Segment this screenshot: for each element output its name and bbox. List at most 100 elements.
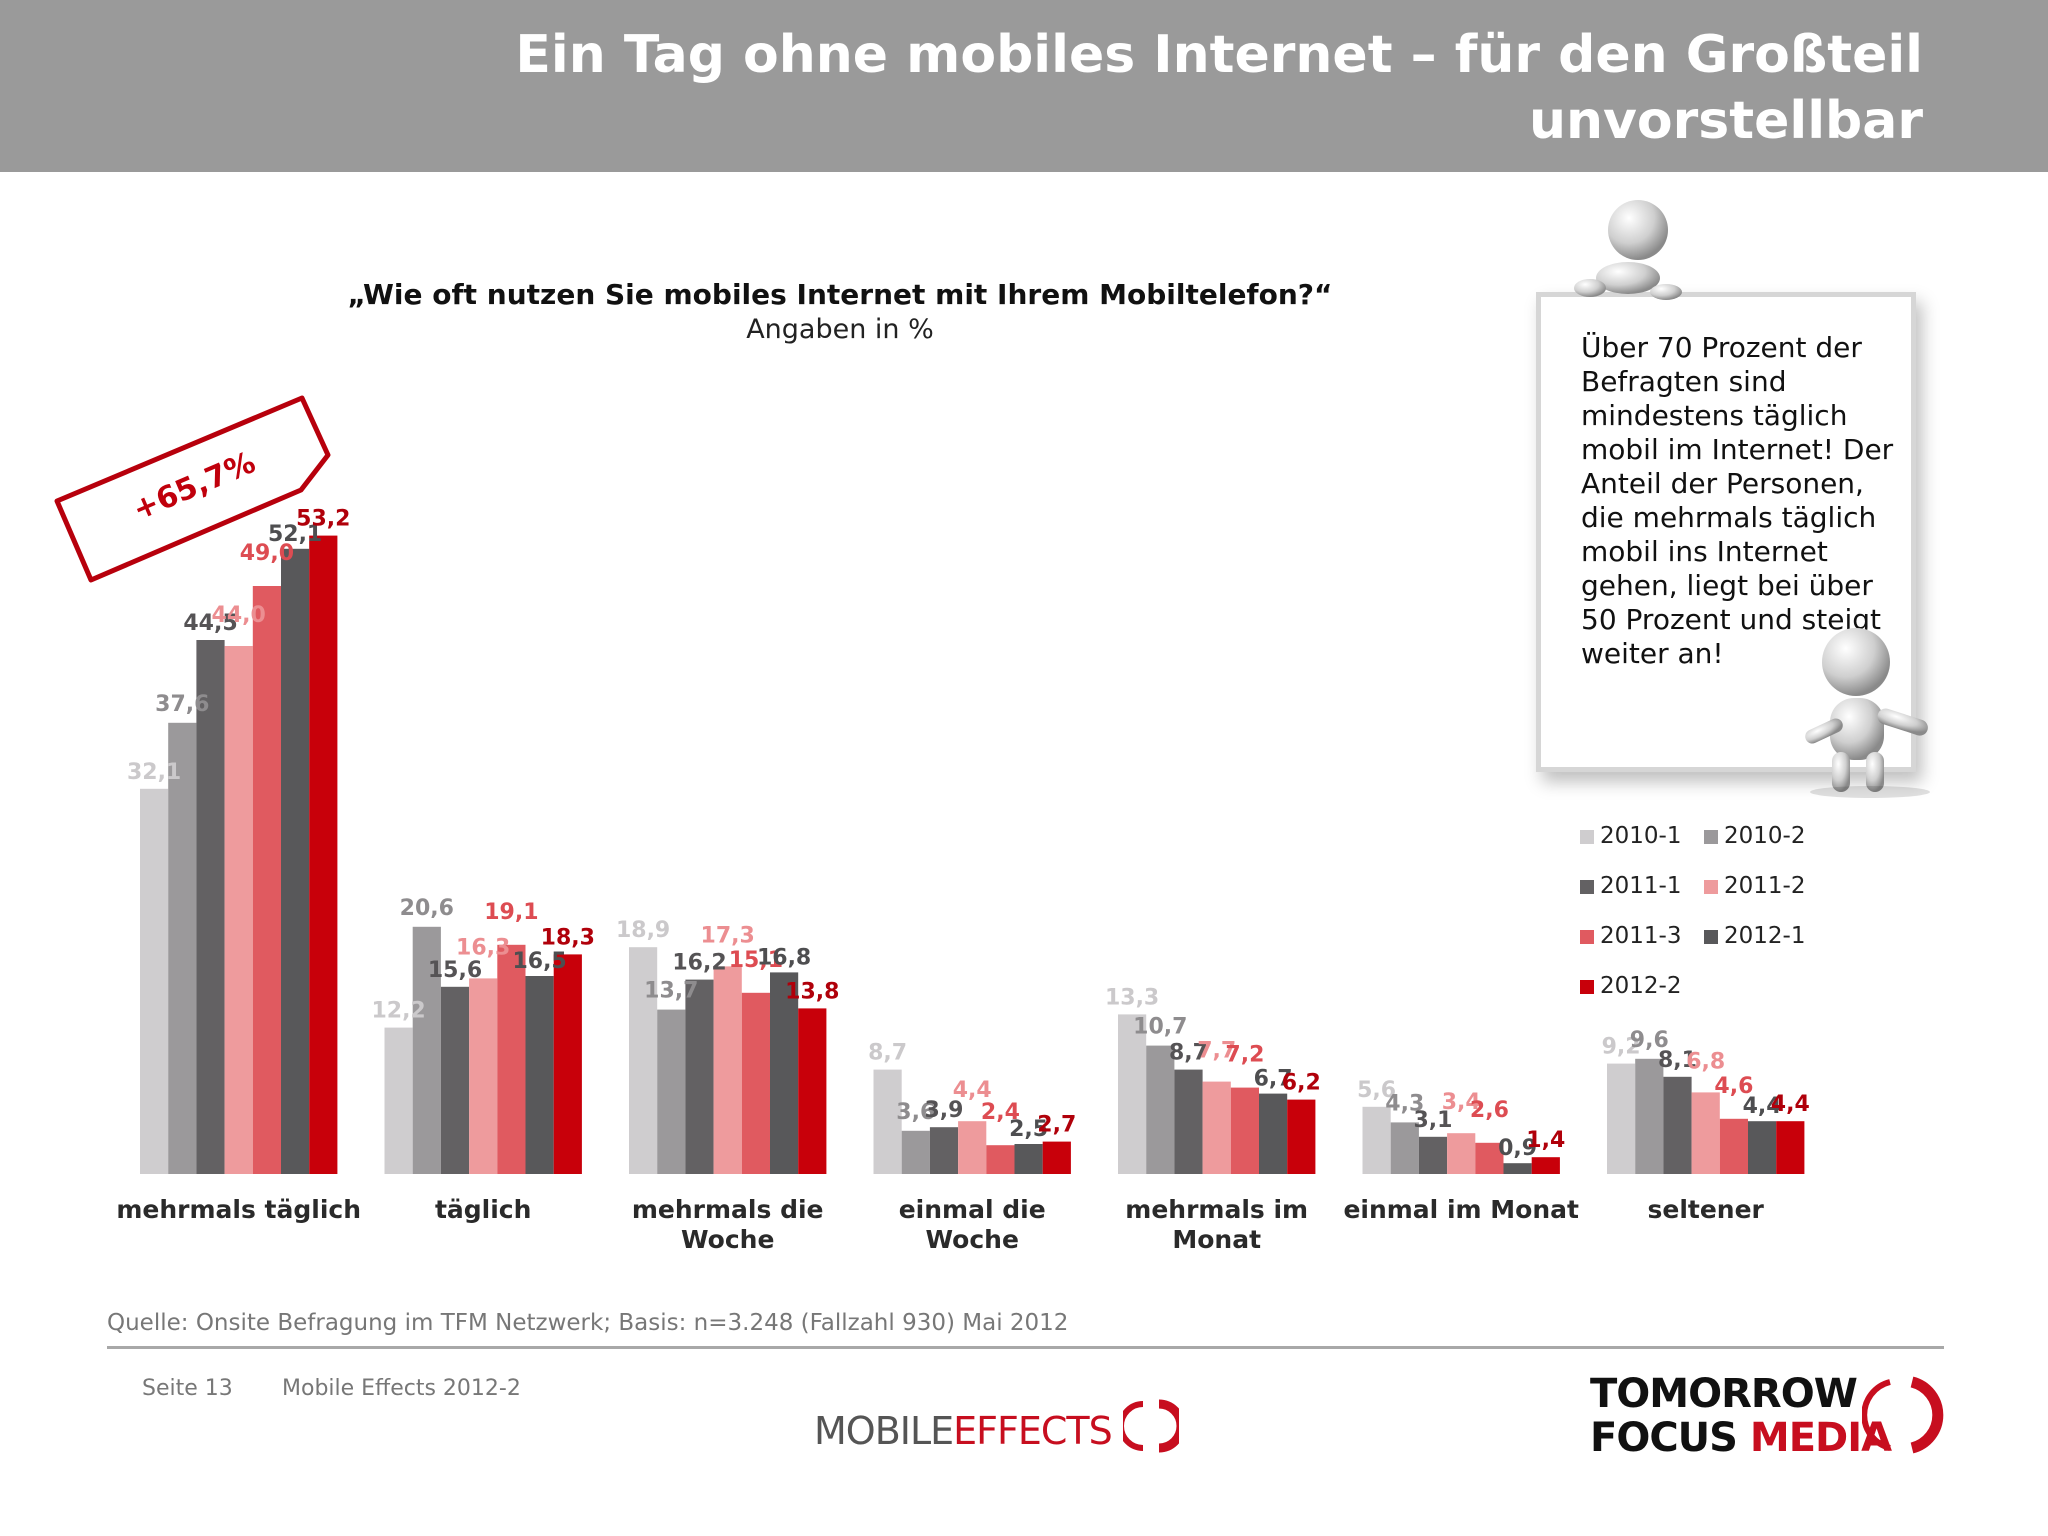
value-label-2011-3-1: 19,1 [484,900,538,925]
value-label-2010-1-2: 18,9 [616,918,670,943]
figure-top-icon [1574,200,1682,300]
value-label-2010-1-5: 5,6 [1357,1078,1396,1103]
bar-2011-1-3 [929,1127,959,1174]
value-label-2010-1-6: 9,2 [1602,1035,1641,1060]
bar-2011-3-5 [1475,1142,1504,1174]
value-label-2011-2-2: 17,3 [701,923,755,948]
value-label-2011-2-6: 6,8 [1686,1049,1725,1074]
bar-2010-2-3 [901,1130,930,1174]
bar-2011-3-4 [1230,1087,1259,1174]
legend-item-2010-2: 2010-2 [1704,822,1805,850]
bar-2011-3-1 [497,944,526,1174]
bar-2010-2-0 [168,722,197,1174]
category-label-4: mehrmals im [1125,1195,1308,1224]
bar-2012-2-2 [798,1008,827,1174]
chart-title: „Wie oft nutzen Sie mobiles Internet mit… [347,278,1333,311]
legend-item-2010-1: 2010-1 [1580,822,1681,850]
value-label-2012-2-6: 4,4 [1771,1092,1810,1117]
value-label-2011-3-3: 2,4 [981,1100,1020,1125]
value-label-2010-2-5: 4,3 [1385,1091,1424,1116]
header-band: Ein Tag ohne mobiles Internet – für den … [0,0,2048,172]
logo-tfm-ring-icon [1862,1376,1944,1454]
legend-label: 2012-2 [1600,973,1682,999]
value-label-2011-3-6: 4,6 [1714,1074,1753,1099]
legend-item-2011-2: 2011-2 [1704,872,1805,900]
value-label-2011-2-0: 44,0 [212,603,266,628]
bar-2010-1-2 [629,947,658,1174]
bar-2010-1-5 [1362,1106,1391,1174]
value-label-2011-1-2: 16,2 [672,951,726,976]
category-label-2: Woche [681,1225,774,1254]
info-box-text: Über 70 Prozent der Befragten sind minde… [1581,331,1894,670]
legend-label: 2010-1 [1600,823,1682,849]
bar-2012-2-0 [309,535,338,1174]
category-label-1: täglich [435,1195,531,1224]
bar-2011-2-1 [469,978,498,1174]
logo-tfm-line2b: MEDIA [1749,1415,1892,1461]
value-label-2010-1-3: 8,7 [868,1041,907,1066]
category-label-3: einmal die [899,1195,1046,1224]
bar-2011-2-3 [958,1121,987,1174]
bar-2011-2-4 [1202,1081,1231,1174]
bar-2012-1-0 [281,548,310,1174]
bar-2010-2-4 [1146,1045,1175,1174]
bar-2011-2-2 [713,966,742,1174]
category-label-6: seltener [1647,1195,1764,1224]
tomorrow-focus-media-logo: TOMORROW FOCUS MEDIA [1590,1372,1892,1461]
value-label-2011-3-0: 49,0 [240,541,294,566]
value-label-2011-2-1: 16,3 [456,935,510,960]
logo-tfm-line2a: FOCUS [1590,1415,1738,1461]
legend-label: 2011-2 [1724,873,1806,899]
value-label-2011-1-3: 3,9 [925,1098,964,1123]
bar-2010-1-4 [1118,1014,1147,1174]
legend-swatch [1580,930,1594,944]
bar-2011-2-6 [1691,1092,1720,1174]
page-title: Ein Tag ohne mobiles Internet – für den … [515,25,1923,151]
bar-2010-1-6 [1607,1063,1636,1174]
figure-bottom-icon [1805,628,1930,798]
bar-2010-2-1 [412,926,441,1174]
value-label-2012-2-4: 6,2 [1282,1071,1321,1096]
value-label-2012-2-2: 13,8 [785,979,839,1004]
value-label-2012-2-5: 1,4 [1526,1128,1565,1153]
legend-swatch [1704,880,1718,894]
legend-swatch [1580,980,1594,994]
bar-2011-2-5 [1447,1133,1476,1174]
value-label-2010-2-6: 9,6 [1630,1028,1669,1053]
legend-item-2011-1: 2011-1 [1580,872,1681,900]
value-label-2012-1-3: 2,5 [1009,1117,1048,1142]
value-label-2011-3-5: 2,6 [1470,1098,1509,1123]
legend-swatch [1580,880,1594,894]
value-label-2011-1-1: 15,6 [428,958,482,983]
bar-2012-1-1 [525,976,554,1174]
logo-me-part1: MOBILE [814,1409,954,1453]
bar-2012-1-2 [770,972,799,1174]
bar-2010-2-5 [1390,1122,1419,1174]
value-label-2010-1-1: 12,2 [371,999,425,1024]
source-note: Quelle: Onsite Befragung im TFM Netzwerk… [107,1310,1069,1336]
bar-2012-1-5 [1503,1163,1532,1174]
legend-label: 2011-1 [1600,873,1682,899]
value-label-2011-1-4: 8,7 [1169,1041,1208,1066]
value-label-2012-2-0: 53,2 [296,507,350,532]
bar-2012-1-4 [1259,1093,1288,1174]
bar-2011-3-2 [741,992,770,1174]
value-label-2011-1-0: 44,5 [183,611,237,636]
page-number: Seite 13 [142,1376,233,1401]
value-label-2010-1-0: 32,1 [127,760,181,785]
value-label-2012-2-1: 18,3 [541,925,595,950]
value-label-2011-2-4: 7,7 [1197,1039,1236,1064]
chart-subtitle: Angaben in % [746,314,934,345]
category-label-4: Monat [1172,1225,1261,1254]
bar-2012-2-3 [1042,1141,1071,1174]
value-label-2010-2-1: 20,6 [400,896,454,921]
bar-2010-1-3 [873,1069,902,1174]
category-label-0: mehrmals täglich [116,1195,361,1224]
bar-2012-1-6 [1748,1121,1777,1174]
legend-item-2012-2: 2012-2 [1580,972,1681,1000]
footer-divider [107,1346,1944,1349]
bar-2010-2-2 [657,1009,686,1174]
document-name: Mobile Effects 2012-2 [282,1376,521,1401]
value-label-2011-1-6: 8,1 [1658,1048,1697,1073]
value-label-2010-2-2: 13,7 [644,979,698,1004]
